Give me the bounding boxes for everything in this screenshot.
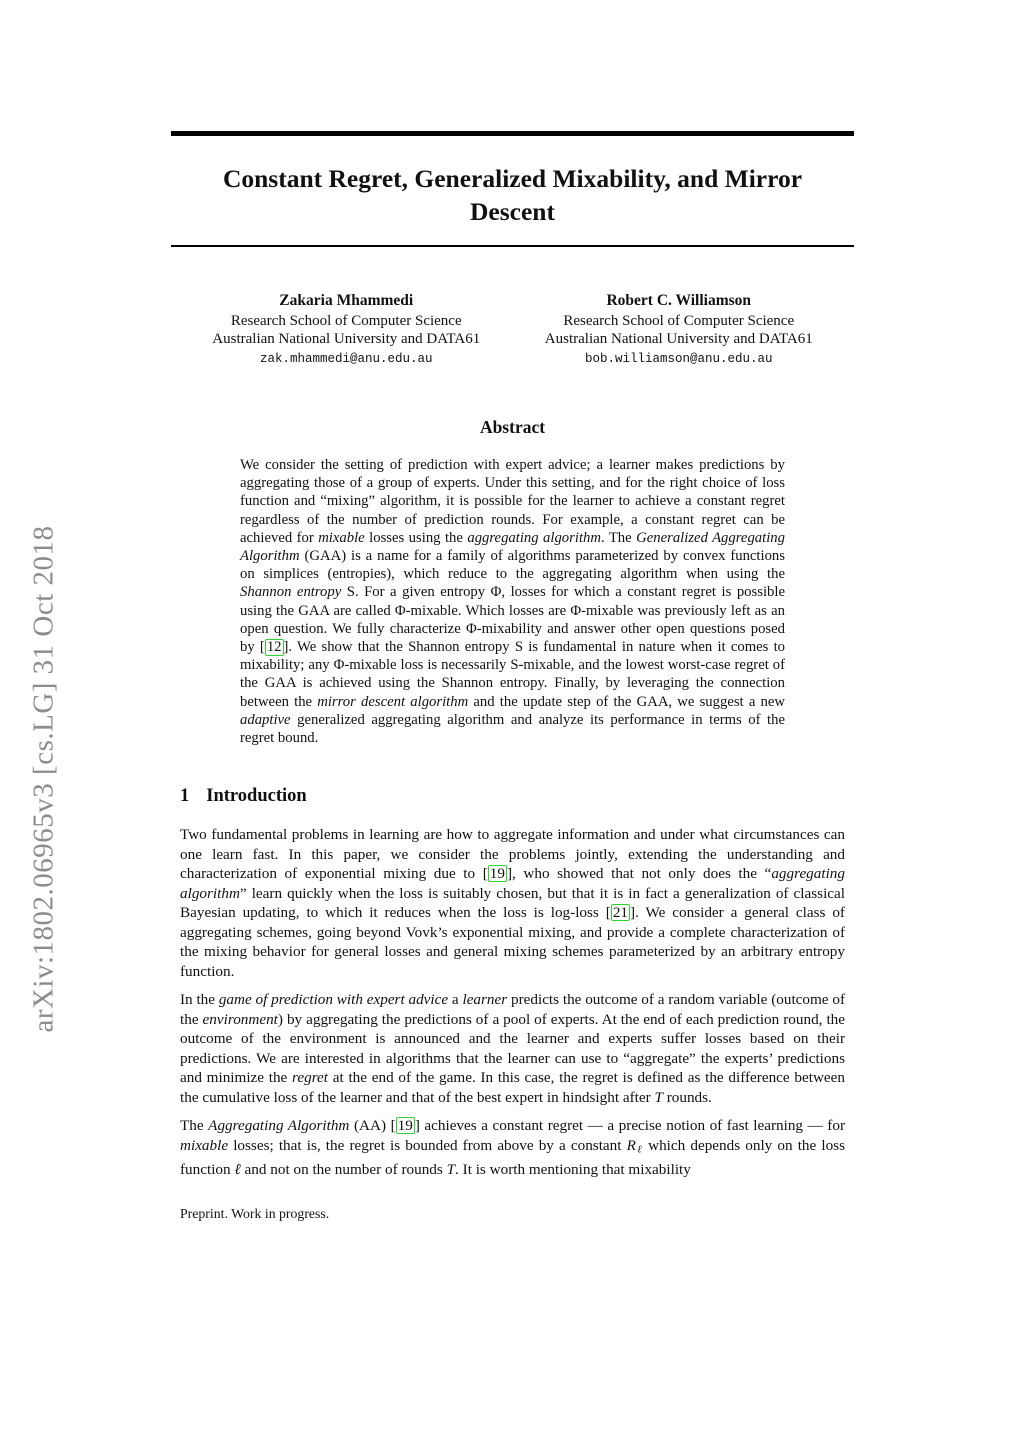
text-segment: Aggregating Algorithm: [208, 1117, 350, 1135]
title-rule-bottom: [171, 245, 854, 247]
text-segment: and not on the number of rounds: [240, 1160, 447, 1178]
text-segment: (GAA) is a name for a family of algorith…: [240, 548, 785, 583]
author-affiliation-2: Australian National University and DATA6…: [212, 331, 481, 347]
author-email: zak.mhammedi@anu.edu.au: [259, 352, 433, 366]
abstract-heading: Abstract: [479, 417, 546, 437]
text-segment: aggregating algorithm: [467, 529, 601, 546]
text-segment: . It is worth mentioning that mixability: [455, 1160, 691, 1178]
abstract-section: Abstract We consider the setting of pred…: [180, 417, 845, 747]
citation-link[interactable]: 21: [610, 904, 630, 922]
text-segment: T: [654, 1088, 663, 1106]
citation-link[interactable]: 19: [487, 865, 507, 883]
paper-content: Constant Regret, Generalized Mixability,…: [171, 131, 854, 1222]
intro-paragraph-3: The Aggregating Algorithm (AA) [19] achi…: [180, 1117, 846, 1178]
text-segment: losses; that is, the regret is bounded f…: [228, 1136, 627, 1154]
abstract-text: We consider the setting of prediction wi…: [240, 457, 786, 747]
text-segment: mixable: [318, 529, 365, 546]
text-segment: learner: [462, 991, 508, 1009]
text-segment: generalized aggregating algorithm and an…: [240, 711, 785, 747]
text-segment: , who showed that not only does the “: [512, 865, 772, 883]
text-segment: mirror descent algorithm: [317, 693, 469, 710]
intro-paragraph-2: In the game of prediction with expert ad…: [180, 990, 845, 1107]
author-email: bob.williamson@anu.edu.au: [584, 352, 773, 366]
text-segment: aggregating algorithm: [180, 865, 845, 902]
text-segment: The: [180, 1117, 209, 1135]
text-segment: a: [448, 991, 463, 1009]
text-segment: We consider the setting of prediction wi…: [240, 457, 785, 546]
author-affiliation-2: Australian National University and DATA6…: [544, 331, 813, 347]
citation-link[interactable]: 19: [395, 1117, 415, 1135]
text-segment: environment: [202, 1010, 278, 1028]
text-segment: In the: [180, 991, 219, 1009]
text-segment: ℓ: [234, 1160, 241, 1178]
text-segment: . The: [600, 529, 637, 546]
text-segment: losses using the: [364, 529, 468, 546]
section-heading-introduction: 1 Introduction: [180, 786, 845, 807]
author-name: Zakaria Mhammedi: [279, 292, 414, 309]
text-segment: Shannon entropy: [240, 584, 342, 601]
text-segment: achieves a constant regret — a precise n…: [419, 1117, 846, 1135]
author-block: Zakaria Mhammedi Research School of Comp…: [180, 292, 845, 368]
text-segment: regret: [292, 1069, 329, 1087]
section-title: Introduction: [206, 786, 307, 807]
text-segment: (AA): [349, 1117, 391, 1135]
paper-page: arXiv:1802.06965v3 [cs.LG] 31 Oct 2018 C…: [0, 131, 1024, 1456]
text-segment: Generalized Aggregating Algorithm: [240, 529, 785, 565]
text-segment: rounds.: [662, 1088, 712, 1106]
author-card: Robert C. Williamson Research School of …: [513, 292, 846, 368]
text-segment: at the end of the game. In this case, th…: [180, 1069, 845, 1106]
text-segment: adaptive: [240, 711, 291, 728]
arxiv-watermark: arXiv:1802.06965v3 [cs.LG] 31 Oct 2018: [27, 525, 60, 1033]
intro-paragraph-1: Two fundamental problems in learning are…: [180, 826, 845, 980]
text-segment: Two fundamental problems in learning are…: [180, 826, 845, 883]
title-rule-top: [171, 131, 854, 136]
text-segment: R: [626, 1136, 636, 1154]
text-segment: ) by aggregating the predictions of a po…: [180, 1010, 845, 1087]
text-segment: T: [446, 1160, 456, 1178]
text-segment: and the update step of the GAA, we sugge…: [468, 693, 785, 710]
footer-note: Preprint. Work in progress.: [180, 1206, 330, 1222]
author-card: Zakaria Mhammedi Research School of Comp…: [180, 292, 513, 368]
text-segment: . We show that the Shannon entropy S is …: [240, 639, 786, 710]
text-segment: mixable: [180, 1136, 229, 1154]
author-affiliation-1: Research School of Computer Science: [563, 313, 795, 329]
text-segment: ℓ: [635, 1144, 643, 1156]
author-name: Robert C. Williamson: [606, 292, 752, 309]
paper-title: Constant Regret, Generalized Mixability,…: [222, 164, 803, 226]
text-segment: game of prediction with expert advice: [218, 991, 449, 1009]
text-segment: . We consider a general class of aggrega…: [180, 904, 845, 980]
citation-link[interactable]: 12: [264, 639, 284, 656]
section-number: 1: [180, 786, 190, 807]
text-segment: ” learn quickly when the loss is suitabl…: [180, 884, 845, 922]
text-segment: S. For a given entropy Φ, losses for whi…: [240, 584, 785, 656]
text-segment: predicts the outcome of a random variabl…: [180, 991, 845, 1028]
author-affiliation-1: Research School of Computer Science: [230, 313, 462, 329]
text-segment: which depends only on the loss function: [180, 1136, 846, 1178]
